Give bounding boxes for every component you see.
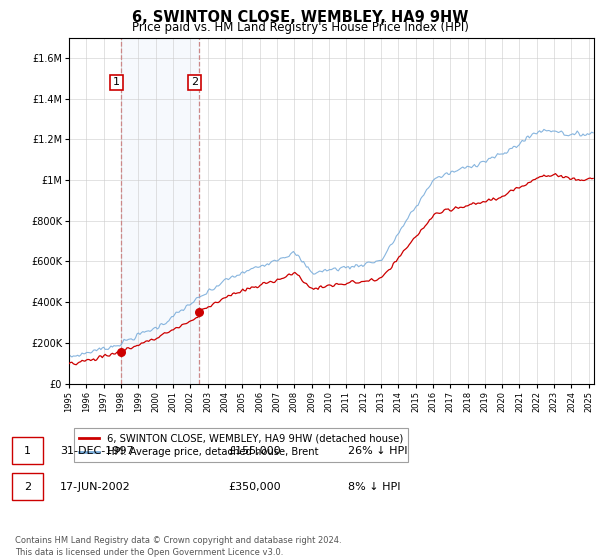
Text: Contains HM Land Registry data © Crown copyright and database right 2024.
This d: Contains HM Land Registry data © Crown c… (15, 536, 341, 557)
Bar (121, 38, 199, 384)
Text: £350,000: £350,000 (228, 482, 281, 492)
Text: 1: 1 (113, 77, 120, 87)
Text: 1: 1 (24, 446, 31, 456)
Text: 31-DEC-1997: 31-DEC-1997 (60, 446, 134, 456)
Text: 8% ↓ HPI: 8% ↓ HPI (348, 482, 401, 492)
Point (194, 308, 204, 317)
Text: 6, SWINTON CLOSE, WEMBLEY, HA9 9HW: 6, SWINTON CLOSE, WEMBLEY, HA9 9HW (132, 10, 468, 25)
Point (116, 348, 126, 357)
Text: £155,000: £155,000 (228, 446, 281, 456)
Text: 17-JUN-2002: 17-JUN-2002 (60, 482, 131, 492)
Legend: 6, SWINTON CLOSE, WEMBLEY, HA9 9HW (detached house), HPI: Average price, detache: 6, SWINTON CLOSE, WEMBLEY, HA9 9HW (deta… (74, 428, 408, 463)
Text: 2: 2 (24, 482, 31, 492)
Text: 26% ↓ HPI: 26% ↓ HPI (348, 446, 407, 456)
Text: Price paid vs. HM Land Registry's House Price Index (HPI): Price paid vs. HM Land Registry's House … (131, 21, 469, 34)
Text: 2: 2 (191, 77, 198, 87)
